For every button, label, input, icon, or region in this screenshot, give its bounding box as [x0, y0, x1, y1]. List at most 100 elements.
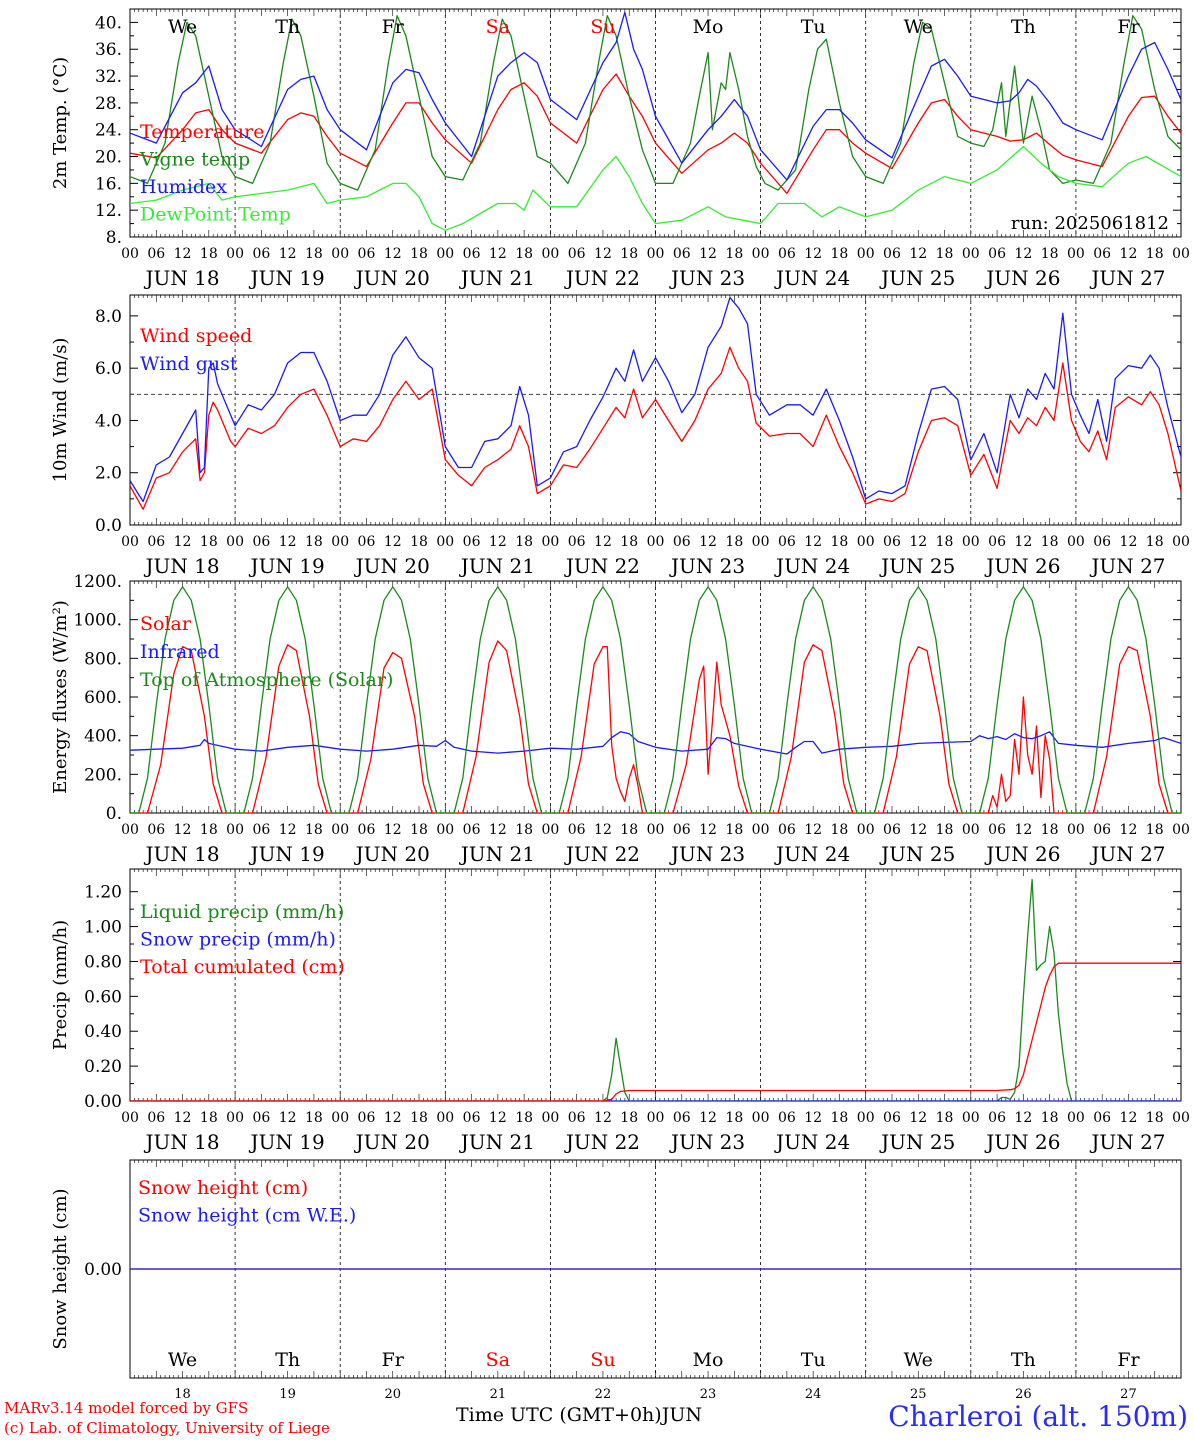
hour-tick-label: 12: [384, 1110, 402, 1126]
hour-tick-label: 12: [909, 822, 927, 838]
hour-tick-label: 12: [174, 534, 192, 550]
y-tick-label: 0.20: [84, 1057, 122, 1077]
date-label: JUN 23: [669, 842, 745, 866]
series-wind-gust: [130, 296, 1181, 503]
legend-entry: Humidex: [140, 176, 227, 198]
hour-tick-label: 06: [778, 246, 796, 262]
y-axis-title: 10m Wind (m/s): [50, 338, 71, 483]
date-label: JUN 25: [879, 554, 955, 578]
hour-tick-label: 06: [252, 246, 270, 262]
hour-tick-label: 18: [515, 534, 533, 550]
date-label: JUN 18: [143, 266, 219, 290]
y-axis-title: Precip (mm/h): [50, 920, 71, 1050]
panel-3: 0. 200. 400. 600. 800. 1000. 1200.Energy fluxe…: [50, 572, 1190, 866]
hour-tick-label: 00: [121, 822, 139, 838]
hour-tick-label: 18: [515, 1110, 533, 1126]
hour-tick-label: 06: [147, 534, 165, 550]
hour-tick-label: 00: [436, 1110, 454, 1126]
date-label: JUN 19: [249, 1130, 325, 1154]
day-number: 21: [490, 1387, 507, 1402]
hour-tick-label: 18: [831, 822, 849, 838]
day-number: 27: [1120, 1387, 1137, 1402]
day-name: We: [168, 16, 197, 38]
hour-tick-label: 06: [1093, 822, 1111, 838]
day-name: Th: [275, 16, 300, 38]
day-name: Th: [1011, 16, 1036, 38]
hour-tick-label: 12: [279, 246, 297, 262]
legend-entry: Temperature: [140, 121, 264, 143]
hour-tick-label: 12: [804, 1110, 822, 1126]
hour-tick-label: 18: [200, 534, 218, 550]
date-label: JUN 21: [459, 266, 535, 290]
hour-tick-label: 18: [936, 1110, 954, 1126]
day-name: Sa: [486, 1349, 510, 1371]
hour-tick-label: 06: [358, 246, 376, 262]
y-tick-label: 8.0: [95, 307, 122, 327]
legend-entry: Snow height (cm W.E.): [138, 1205, 356, 1227]
day-number: 18: [174, 1387, 191, 1402]
panel-5: 0.00 Snow height (cm) Snow height (cm) Snow…: [50, 1159, 1182, 1402]
hour-tick-label: 00: [331, 1110, 349, 1126]
hour-tick-label: 00: [331, 534, 349, 550]
hour-tick-label: 18: [831, 246, 849, 262]
day-name: Th: [1011, 1349, 1036, 1371]
hour-tick-label: 06: [463, 822, 481, 838]
hour-tick-label: 06: [988, 1110, 1006, 1126]
hour-tick-label: 18: [1041, 1110, 1059, 1126]
hour-tick-label: 18: [725, 534, 743, 550]
hour-tick-label: 06: [568, 1110, 586, 1126]
hour-tick-label: 18: [1146, 822, 1164, 838]
day-number: 24: [805, 1387, 822, 1402]
y-tick-label: 1000.: [73, 611, 122, 631]
date-label: JUN 22: [564, 554, 640, 578]
hour-tick-label: 12: [279, 534, 297, 550]
hour-tick-label: 12: [384, 246, 402, 262]
day-name: Th: [275, 1349, 300, 1371]
hour-tick-label: 18: [620, 246, 638, 262]
hour-tick-label: 00: [121, 246, 139, 262]
hour-tick-label: 12: [174, 246, 192, 262]
hour-tick-label: 18: [725, 246, 743, 262]
time-axis-label: Time UTC (GMT+0h)JUN: [456, 1404, 702, 1426]
series-group: [130, 11, 1181, 231]
legend-entry: Wind gust: [140, 353, 238, 375]
hour-tick-label: 06: [988, 534, 1006, 550]
y-tick-label: 0.00: [84, 1260, 122, 1280]
hour-tick-label: 18: [410, 1110, 428, 1126]
hour-tick-label: 06: [883, 246, 901, 262]
hour-tick-label: 00: [647, 1110, 665, 1126]
hour-tick-label: 00: [1067, 1110, 1085, 1126]
hour-tick-label: 06: [778, 534, 796, 550]
hour-tick-label: 00: [962, 822, 980, 838]
date-label: JUN 27: [1089, 842, 1165, 866]
date-label: JUN 25: [879, 842, 955, 866]
hour-tick-label: 00: [962, 534, 980, 550]
hour-tick-label: 18: [410, 822, 428, 838]
hour-tick-label: 00: [541, 1110, 559, 1126]
legend-entry: Wind speed: [140, 325, 252, 347]
hour-tick-label: 00: [436, 822, 454, 838]
y-axis-title: Energy fluxes (W/m²): [50, 600, 71, 794]
hour-tick-label: 06: [673, 822, 691, 838]
date-label: JUN 22: [564, 1130, 640, 1154]
run-label: run: 2025061812: [1011, 213, 1169, 234]
hour-tick-label: 00: [331, 246, 349, 262]
hour-tick-label: 18: [620, 822, 638, 838]
hour-tick-label: 12: [909, 246, 927, 262]
y-tick-label: 0.40: [84, 1022, 122, 1042]
hour-tick-label: 06: [883, 534, 901, 550]
hour-tick-label: 00: [121, 1110, 139, 1126]
day-number: 20: [384, 1387, 401, 1402]
y-tick-label: 1200.: [73, 572, 122, 592]
date-label: JUN 20: [354, 1130, 430, 1154]
hour-tick-label: 12: [174, 822, 192, 838]
date-label: JUN 26: [984, 1130, 1060, 1154]
y-tick-label: 28.: [95, 94, 122, 114]
day-name: Tu: [801, 1349, 826, 1371]
hour-tick-label: 06: [463, 246, 481, 262]
time-axis-text: Time UTC (GMT+0h): [456, 1404, 662, 1426]
date-label: JUN 23: [669, 266, 745, 290]
y-tick-label: 20.: [95, 148, 122, 168]
y-tick-label: 1.20: [84, 883, 122, 903]
